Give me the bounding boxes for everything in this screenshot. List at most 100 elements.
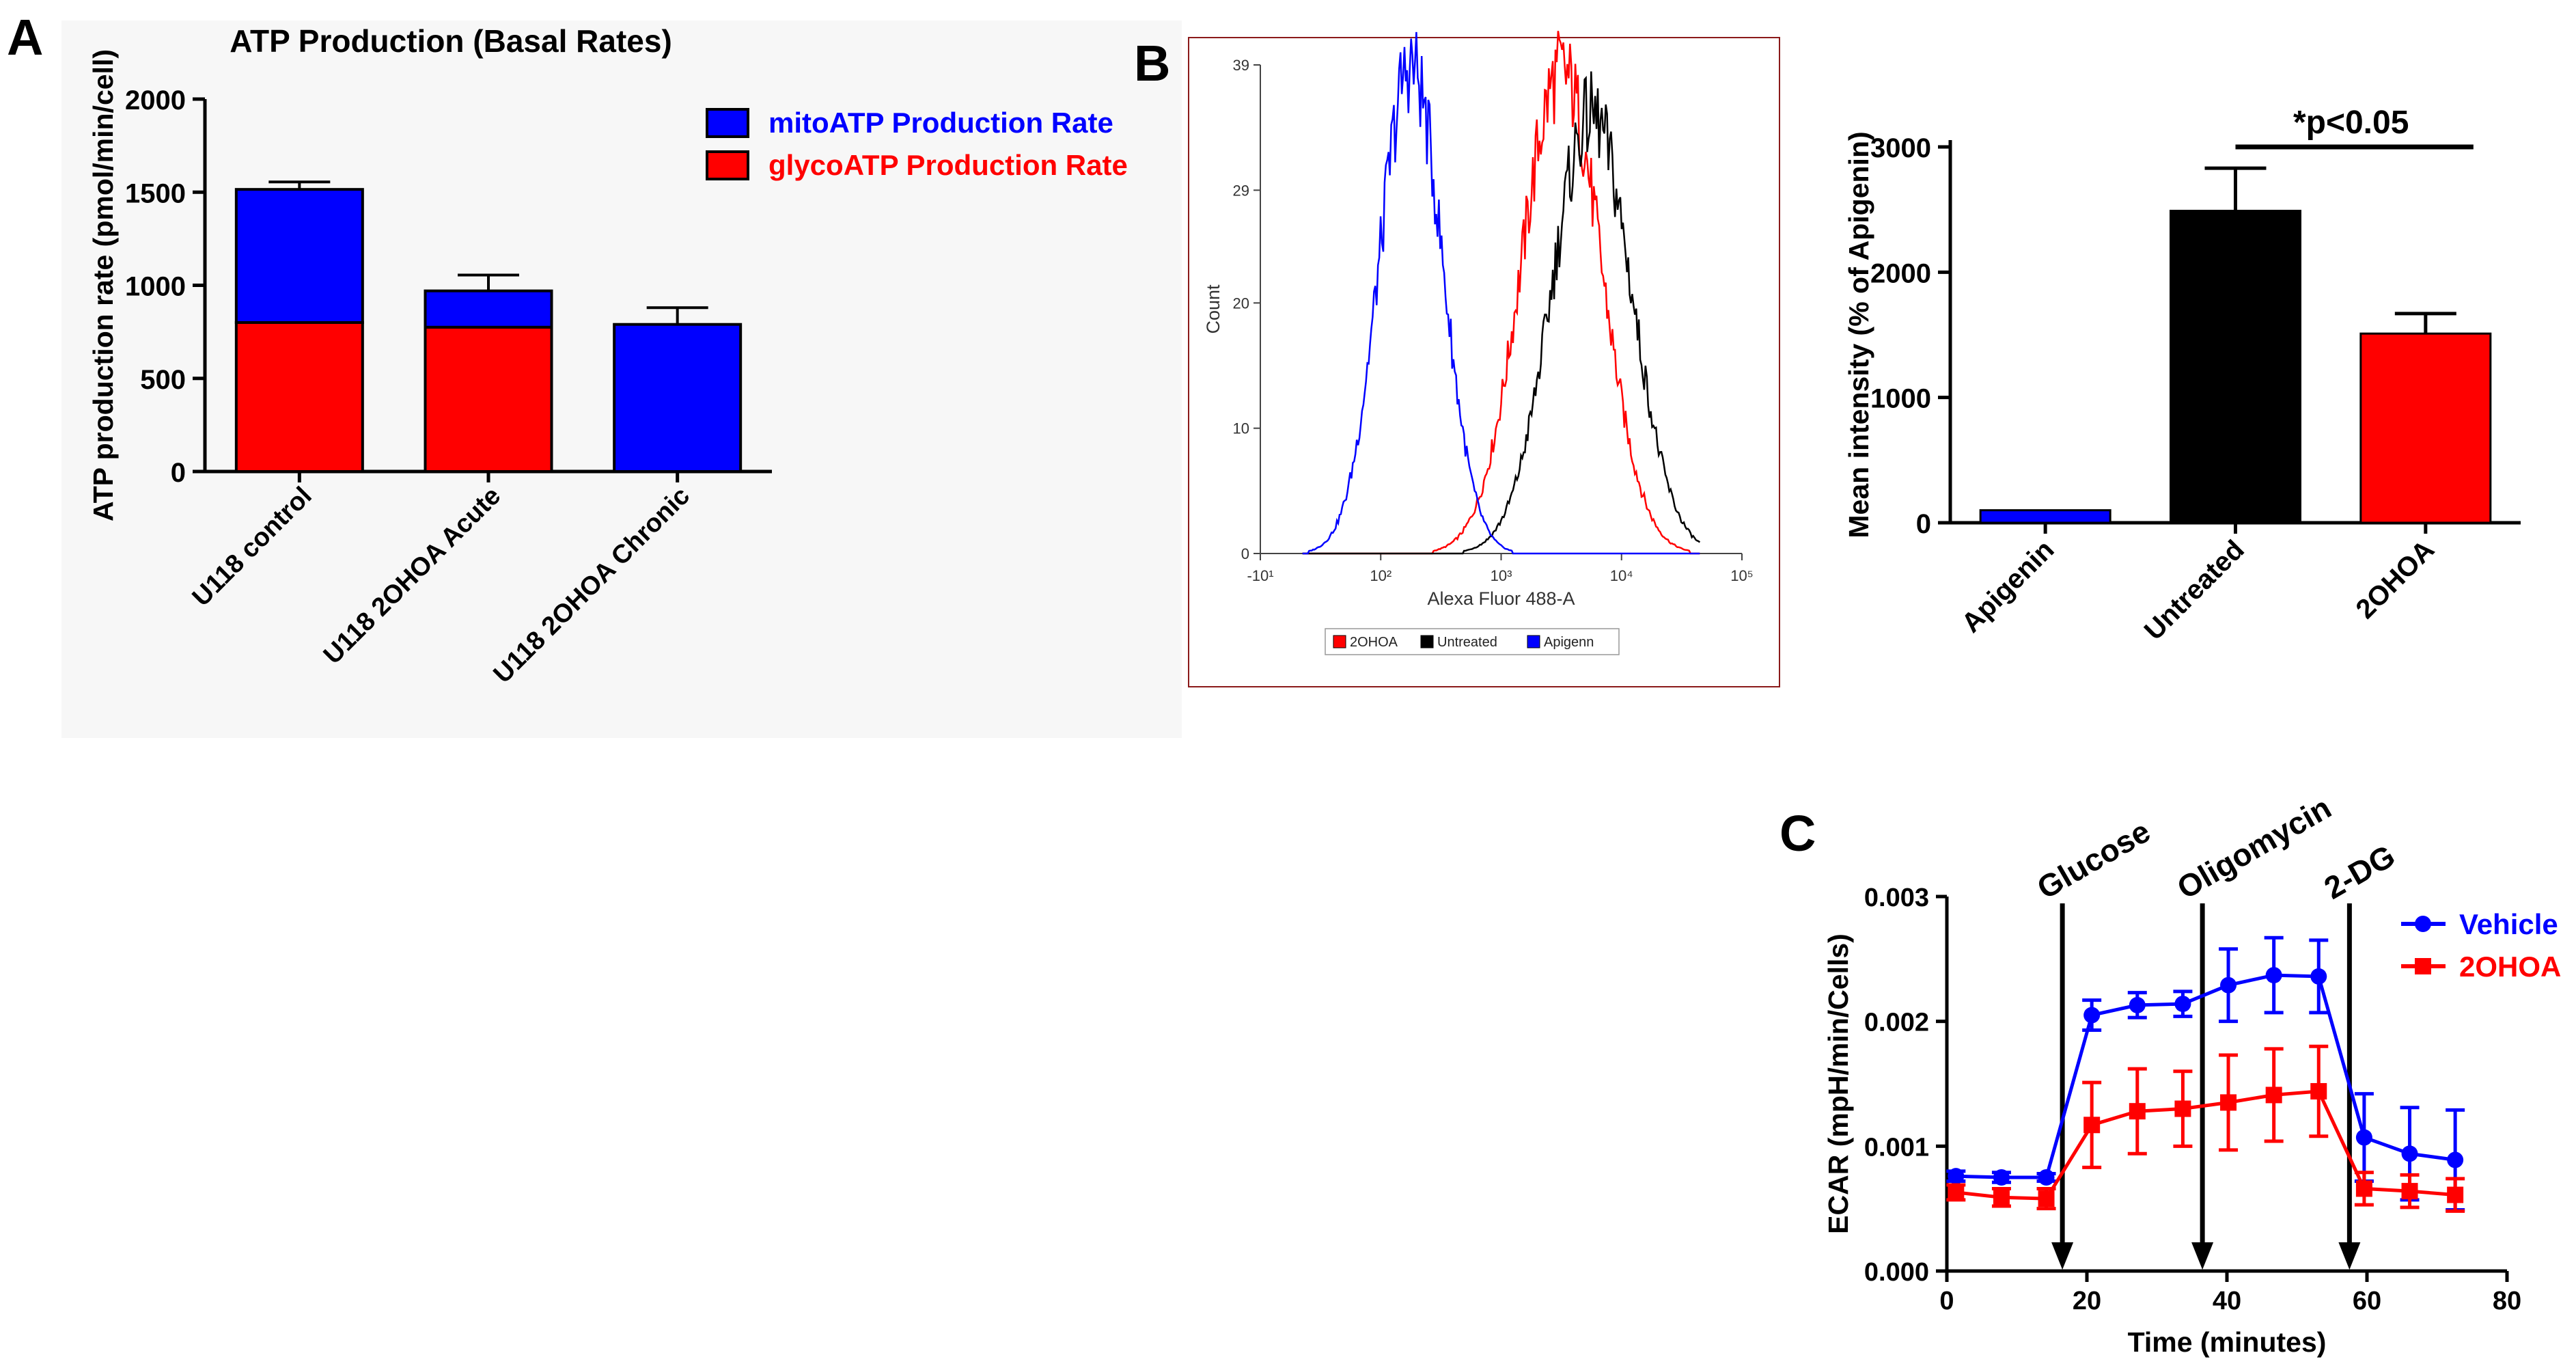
panel-label-c: C — [1779, 805, 1816, 862]
x-tick-label: 40 — [2213, 1287, 2241, 1315]
panel-b: B 0 10 20 29 39 -10¹ 10² 10³ 10⁴ 10⁵ Alexa Fluor 4… — [1134, 31, 2521, 687]
x-tick-label: 10⁵ — [1730, 567, 1754, 584]
x-tick-label: 10² — [1370, 567, 1391, 584]
y-axis-label: Mean intensity (% of Apigenin) — [1843, 131, 1874, 538]
injection-arrow-head — [2191, 1242, 2214, 1270]
y-tick-label: 3000 — [1870, 133, 1931, 163]
y-tick-label: 0 — [171, 458, 186, 488]
data-point — [1993, 1189, 2010, 1206]
histogram-apigenn-line — [1302, 31, 1700, 555]
bar — [2359, 332, 2492, 524]
injection-label: 2-DG — [2318, 838, 2400, 906]
data-point — [2447, 1186, 2464, 1203]
legend-label: 2OHOA — [2459, 951, 2561, 983]
x-tick-label: 20 — [2073, 1287, 2101, 1315]
y-tick-label: 2000 — [125, 85, 186, 115]
bar — [2170, 210, 2301, 524]
data-point — [2038, 1190, 2055, 1207]
x-tick-label: Untreated — [2139, 534, 2250, 646]
bar-segment — [424, 289, 553, 329]
data-point — [2447, 1151, 2464, 1169]
y-tick-label: 1500 — [125, 178, 186, 208]
data-point — [2129, 996, 2146, 1013]
y-tick-label: 0 — [1241, 545, 1249, 562]
x-tick-label: 10⁴ — [1610, 567, 1633, 584]
legend-label: 2OHOA — [1350, 635, 1398, 650]
x-axis-label: Alexa Fluor 488-A — [1427, 588, 1575, 609]
y-tick-label: 0.003 — [1864, 884, 1929, 912]
data-point — [2038, 1169, 2055, 1186]
histogram-frame — [1188, 37, 1780, 687]
bar-segment — [234, 188, 364, 324]
panel-label-b: B — [1134, 35, 1170, 92]
legend-swatch — [706, 150, 749, 180]
x-axis-label: Time (minutes) — [2128, 1326, 2327, 1358]
injection-arrow-head — [2338, 1242, 2361, 1270]
panel-a: A ATP Production (Basal Rates) 0 500 1000 1… — [7, 9, 1182, 738]
legend-swatch — [1527, 635, 1540, 648]
data-point — [2310, 968, 2327, 985]
y-tick-label: 0 — [1916, 509, 1931, 539]
legend-label: Apigenn — [1544, 635, 1594, 650]
bar — [1979, 509, 2111, 524]
bar-segment — [424, 325, 553, 473]
panel-label-a: A — [7, 9, 43, 66]
data-point — [2265, 967, 2282, 984]
y-tick-label: 39 — [1233, 57, 1249, 74]
data-point — [2174, 1100, 2191, 1117]
data-point — [2083, 1117, 2101, 1134]
data-point — [2355, 1129, 2372, 1146]
series-line — [1956, 973, 2456, 1179]
y-tick-label: 0.001 — [1864, 1133, 1929, 1162]
ecar-line-plot: 0.000 0.001 0.002 0.003 0 20 40 60 80 Time (minut… — [1823, 789, 2561, 1358]
legend-swatch — [706, 108, 749, 138]
chart-title: ATP Production (Basal Rates) — [230, 23, 672, 59]
legend-frame — [1325, 628, 1620, 655]
y-axis-label: ECAR (mpH/min/Cells) — [1823, 933, 1854, 1234]
y-tick-label: 29 — [1233, 182, 1249, 199]
data-point — [2401, 1145, 2418, 1162]
injection-label: Glucose — [2031, 813, 2156, 906]
data-point — [1948, 1184, 1965, 1201]
x-tick-label: 2OHOA — [2350, 534, 2440, 625]
data-point — [2220, 1094, 2237, 1111]
data-point — [2355, 1180, 2372, 1197]
y-tick-label: 500 — [140, 365, 186, 395]
y-axis-label: Count — [1203, 284, 1223, 334]
legend-label: Vehicle — [2459, 908, 2558, 940]
y-tick-label: 0.002 — [1864, 1009, 1929, 1037]
legend-marker — [2415, 958, 2431, 974]
data-point — [1993, 1169, 2010, 1186]
bar-segment — [613, 323, 743, 473]
y-tick-label: 1000 — [1870, 384, 1931, 414]
bar-segment — [234, 321, 364, 473]
data-point — [2265, 1087, 2282, 1104]
injection-arrow-head — [2051, 1242, 2074, 1270]
x-tick-label: 60 — [2353, 1287, 2381, 1315]
data-point — [2401, 1183, 2418, 1200]
injection-label: Oligomycin — [2171, 789, 2337, 905]
x-tick-label: -10¹ — [1247, 567, 1273, 584]
y-tick-label: 2000 — [1870, 258, 1931, 288]
legend-label: mitoATP Production Rate — [768, 107, 1113, 139]
y-tick-label: 10 — [1233, 420, 1249, 437]
legend-swatch — [1420, 635, 1434, 648]
legend-marker — [2415, 916, 2431, 932]
y-tick-label: 20 — [1233, 295, 1249, 312]
y-axis-label: ATP production rate (pmol/min/cell) — [87, 49, 119, 521]
significance-label: *p<0.05 — [2293, 105, 2409, 141]
x-tick-label: Apigenin — [1956, 534, 2060, 638]
flow-histogram-plot: 0 10 20 29 39 -10¹ 10² 10³ 10⁴ 10⁵ Alexa Fluor 488… — [1203, 31, 1754, 655]
data-point — [2083, 1007, 2101, 1024]
legend-swatch — [1333, 635, 1346, 648]
x-tick-label: 80 — [2493, 1287, 2521, 1315]
legend: 2OHOA Untreated Apigenn — [1325, 628, 1620, 655]
histogram-untreated-line — [1302, 71, 1701, 555]
panel-c: C 0.000 0.001 0.002 0.003 0 20 40 60 80 Time (min… — [1779, 789, 2561, 1358]
data-point — [1948, 1168, 1965, 1185]
y-tick-label: 1000 — [125, 272, 186, 302]
legend-label: glycoATP Production Rate — [768, 149, 1128, 181]
x-tick-label: 0 — [1939, 1287, 1954, 1315]
